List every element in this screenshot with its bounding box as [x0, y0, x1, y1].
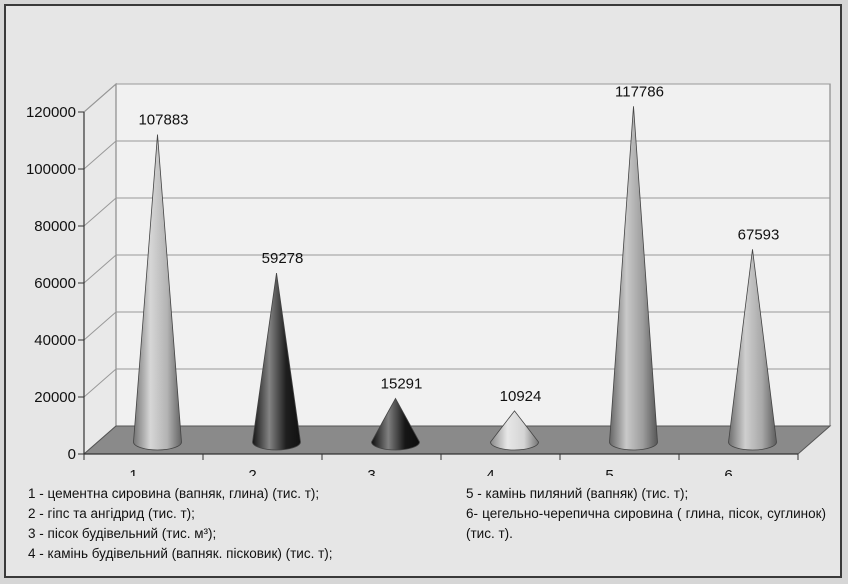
legend-item-2: 2 - гіпс та ангідрид (тис. т);: [28, 506, 195, 521]
gridline-side: [83, 368, 117, 398]
data-labels: 107883 59278 15291 10924 117786 67593: [138, 83, 779, 405]
cone-4: [490, 410, 539, 451]
gridline-side: [83, 140, 117, 170]
cone-chart: 0 20000 40000 60000 80000 100000 120000 1 2 3 4 5 6…: [26, 82, 832, 476]
x-tick-label: 6: [724, 467, 732, 476]
chart-walls: [83, 82, 831, 456]
data-label-6: 67593: [738, 226, 780, 243]
cone-6: [728, 249, 777, 451]
cone-1: [133, 134, 182, 451]
legend-item-4: 4 - камінь будівельний (вапняк. пісковик…: [28, 546, 333, 561]
y-tick-label: 0: [68, 446, 76, 463]
cone-series: [133, 106, 777, 451]
cone-3: [371, 397, 420, 451]
x-tick-label: 5: [605, 467, 613, 476]
gridline-side: [83, 83, 117, 113]
legend-item-6: 6- цегельно-черепична сировина ( глина, …: [466, 506, 826, 541]
y-tick-label: 20000: [34, 389, 76, 406]
legend-item-1: 1 - цементна сировина (вапняк, глина) (т…: [28, 486, 320, 501]
y-tick-label: 100000: [26, 161, 76, 178]
legend-right-column: 5 - камінь пиляний (вапняк) (тис. т); 6-…: [466, 484, 826, 544]
x-axis-ticks: 1 2 3 4 5 6: [83, 454, 799, 476]
gridline-side: [83, 254, 117, 284]
data-label-1: 107883: [138, 112, 188, 129]
data-label-3: 15291: [381, 375, 423, 392]
chart-floor: [82, 425, 832, 455]
data-label-4: 10924: [500, 388, 542, 405]
y-axis-ticks: 0 20000 40000 60000 80000 100000 120000: [26, 104, 85, 463]
legend-item-5: 5 - камінь пиляний (вапняк) (тис. т);: [466, 486, 689, 501]
data-label-2: 59278: [262, 250, 304, 267]
cone-5: [609, 106, 658, 451]
x-tick-label: 2: [248, 467, 256, 476]
y-tick-label: 80000: [34, 218, 76, 235]
x-tick-label: 3: [367, 467, 375, 476]
gridlines: [83, 83, 830, 398]
cone-2: [252, 273, 301, 451]
chart-frame: 0 20000 40000 60000 80000 100000 120000 1 2 3 4 5 6…: [4, 4, 842, 578]
data-label-5: 117786: [615, 83, 664, 100]
gridline-side: [83, 311, 117, 341]
gridline-side: [83, 197, 117, 227]
legend: 1 - цементна сировина (вапняк, глина) (т…: [28, 484, 828, 580]
y-tick-label: 60000: [34, 275, 76, 292]
x-tick-label: 4: [486, 467, 494, 476]
y-tick-label: 40000: [34, 332, 76, 349]
legend-item-3: 3 - пісок будівельний (тис. м³);: [28, 526, 217, 541]
floor-plane: [82, 425, 832, 455]
legend-left-column: 1 - цементна сировина (вапняк, глина) (т…: [28, 484, 458, 564]
y-tick-label: 120000: [26, 104, 76, 121]
x-tick-label: 1: [129, 467, 137, 476]
